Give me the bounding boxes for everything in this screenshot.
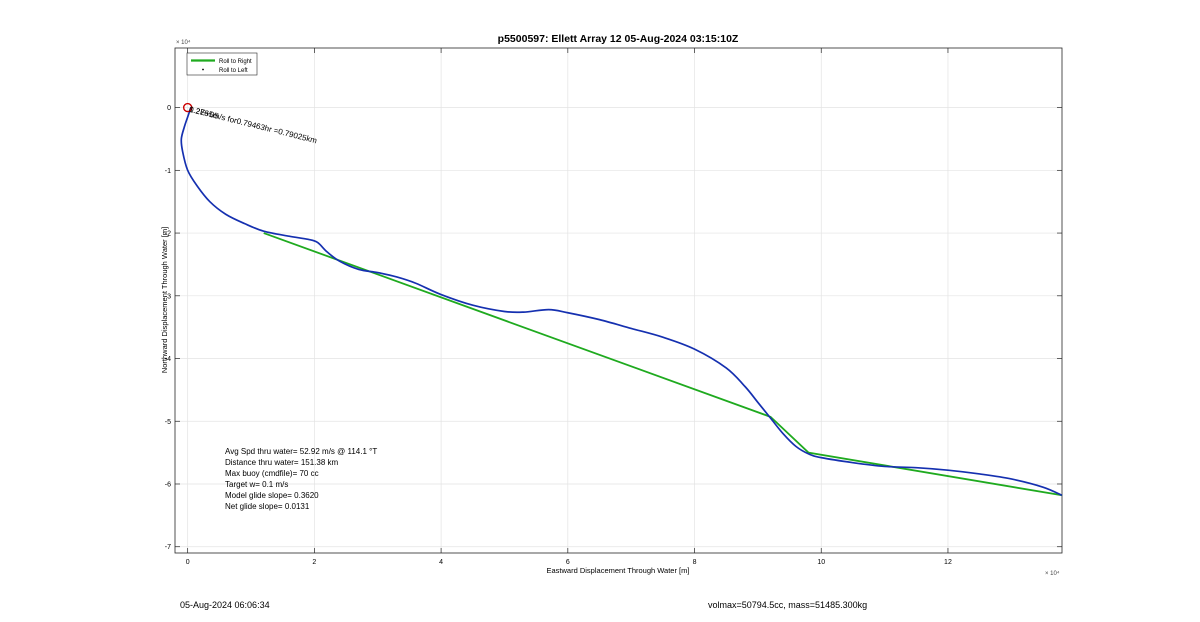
y-tick-label: -7 bbox=[165, 544, 171, 551]
ticks: 0 2 4 6 8 10 12 -7 -6 -5 -4 -3 -2 -1 0 bbox=[165, 48, 1062, 566]
y-tick-label: -6 bbox=[165, 481, 171, 488]
stat-max-buoy: Max buoy (cmdfile)= 70 cc bbox=[225, 469, 319, 478]
stats-block: Avg Spd thru water= 52.92 m/s @ 114.1 °T… bbox=[225, 447, 377, 511]
stat-target-w: Target w= 0.1 m/s bbox=[225, 480, 288, 489]
y-tick-label: 0 bbox=[167, 105, 171, 112]
trajectory-line bbox=[180, 107, 1063, 497]
stat-avg-speed: Avg Spd thru water= 52.92 m/s @ 114.1 °T bbox=[225, 447, 377, 456]
x-axis-label: Eastward Displacement Through Water [m] bbox=[547, 566, 690, 575]
stat-model-glide: Model glide slope= 0.3620 bbox=[225, 491, 319, 500]
footer-vol-mass: volmax=50794.5cc, mass=51485.300kg bbox=[708, 600, 868, 610]
x-tick-label: 8 bbox=[693, 559, 697, 566]
legend-label-roll-right: Roll to Right bbox=[219, 59, 252, 65]
x-exponent-label: × 10⁴ bbox=[1045, 570, 1060, 577]
y-exponent-label: × 10⁴ bbox=[176, 39, 191, 46]
y-axis-label: Northward Displacement Through Water [m] bbox=[160, 227, 169, 373]
axes-box bbox=[174, 47, 1063, 554]
x-tick-label: 0 bbox=[186, 559, 190, 566]
footer-timestamp: 05-Aug-2024 06:06:34 bbox=[180, 600, 270, 610]
chart-title: p5500597: Ellett Array 12 05-Aug-2024 03… bbox=[498, 33, 739, 45]
stat-distance: Distance thru water= 151.38 km bbox=[225, 458, 339, 467]
legend-label-roll-left: Roll to Left bbox=[219, 68, 248, 74]
legend-marker-roll-left bbox=[202, 68, 204, 71]
y-tick-label: -5 bbox=[165, 419, 171, 426]
y-tick-label: -3 bbox=[165, 293, 171, 300]
start-marker bbox=[182, 102, 193, 113]
y-tick-label: -1 bbox=[165, 168, 171, 175]
x-tick-label: 10 bbox=[817, 559, 825, 566]
x-tick-label: 12 bbox=[944, 559, 952, 566]
x-tick-label: 4 bbox=[439, 559, 443, 566]
legend: Roll to Right Roll to Left bbox=[186, 52, 258, 76]
y-tick-label: -2 bbox=[165, 231, 171, 238]
y-tick-label: -4 bbox=[165, 356, 171, 363]
x-tick-label: 6 bbox=[566, 559, 570, 566]
stat-net-glide: Net glide slope= 0.0131 bbox=[225, 502, 310, 511]
roll-right-line bbox=[263, 232, 1063, 497]
x-tick-label: 2 bbox=[312, 559, 316, 566]
grid bbox=[175, 48, 1062, 553]
